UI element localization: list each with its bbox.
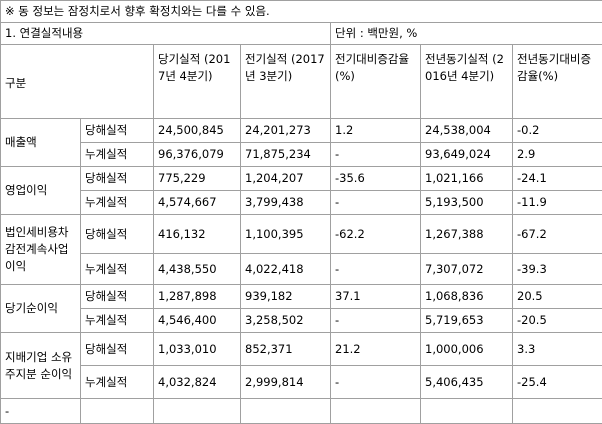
empty-cell <box>331 399 421 424</box>
row-group-label: 영업이익 <box>1 167 81 215</box>
value-cell: -11.9 <box>513 191 602 215</box>
value-cell: 1.2 <box>331 119 421 143</box>
value-cell: - <box>331 309 421 333</box>
unit: 단위 : 백만원, % <box>331 23 602 45</box>
row-label: 당해실적 <box>81 215 154 254</box>
value-cell: 1,287,898 <box>154 285 241 309</box>
row-group-label: 법인세비용차감전계속사업이익 <box>1 215 81 285</box>
value-cell: 1,021,166 <box>421 167 513 191</box>
row-label: 당해실적 <box>81 333 154 366</box>
value-cell: 416,132 <box>154 215 241 254</box>
value-cell: 5,719,653 <box>421 309 513 333</box>
value-cell: 4,546,400 <box>154 309 241 333</box>
value-cell: 24,500,845 <box>154 119 241 143</box>
value-cell: 4,022,418 <box>241 254 331 285</box>
value-cell: 1,267,388 <box>421 215 513 254</box>
row-label: 누계실적 <box>81 309 154 333</box>
column-header: 전기실적 (2017년 3분기) <box>241 45 331 119</box>
value-cell: 21.2 <box>331 333 421 366</box>
value-cell: - <box>331 191 421 215</box>
value-cell: 96,376,079 <box>154 143 241 167</box>
value-cell: 3,258,502 <box>241 309 331 333</box>
row-label: 누계실적 <box>81 254 154 285</box>
value-cell: 1,068,836 <box>421 285 513 309</box>
value-cell: 24,538,004 <box>421 119 513 143</box>
value-cell: - <box>331 254 421 285</box>
value-cell: 939,182 <box>241 285 331 309</box>
value-cell: -67.2 <box>513 215 602 254</box>
row-group-label: 매출액 <box>1 119 81 167</box>
column-header: 전기대비증감율(%) <box>331 45 421 119</box>
value-cell: 1,000,006 <box>421 333 513 366</box>
row-label: 누계실적 <box>81 191 154 215</box>
value-cell: -25.4 <box>513 366 602 399</box>
value-cell: 1,100,395 <box>241 215 331 254</box>
value-cell: 2,999,814 <box>241 366 331 399</box>
value-cell: 1,033,010 <box>154 333 241 366</box>
value-cell: -24.1 <box>513 167 602 191</box>
empty-cell <box>241 399 331 424</box>
value-cell: -0.2 <box>513 119 602 143</box>
row-group-label: 지배기업 소유주지분 순이익 <box>1 333 81 399</box>
value-cell: 37.1 <box>331 285 421 309</box>
value-cell: 4,438,550 <box>154 254 241 285</box>
value-cell: 5,193,500 <box>421 191 513 215</box>
value-cell: 775,229 <box>154 167 241 191</box>
value-cell: 1,204,207 <box>241 167 331 191</box>
value-cell: - <box>331 143 421 167</box>
value-cell: 7,307,072 <box>421 254 513 285</box>
value-cell: -20.5 <box>513 309 602 333</box>
row-label: - <box>1 399 81 424</box>
column-header: 전년동기실적 (2016년 4분기) <box>421 45 513 119</box>
value-cell: 24,201,273 <box>241 119 331 143</box>
value-cell: 20.5 <box>513 285 602 309</box>
value-cell: 93,649,024 <box>421 143 513 167</box>
empty-cell <box>81 399 154 424</box>
value-cell: 4,032,824 <box>154 366 241 399</box>
note: ※ 동 정보는 잠정치로서 향후 확정치와는 다를 수 있음. <box>1 1 602 23</box>
column-header: 구분 <box>1 45 154 119</box>
row-label: 누계실적 <box>81 366 154 399</box>
table-row: - <box>1 399 602 424</box>
value-cell: 3.3 <box>513 333 602 366</box>
section-title: 1. 연결실적내용 <box>1 23 331 45</box>
value-cell: - <box>331 366 421 399</box>
value-cell: 2.9 <box>513 143 602 167</box>
row-group-label: 당기순이익 <box>1 285 81 333</box>
value-cell: 71,875,234 <box>241 143 331 167</box>
value-cell: 5,406,435 <box>421 366 513 399</box>
column-header: 당기실적 (2017년 4분기) <box>154 45 241 119</box>
empty-cell <box>513 399 602 424</box>
empty-cell <box>154 399 241 424</box>
value-cell: 3,799,438 <box>241 191 331 215</box>
value-cell: -62.2 <box>331 215 421 254</box>
empty-cell <box>421 399 513 424</box>
row-label: 당해실적 <box>81 167 154 191</box>
value-cell: 852,371 <box>241 333 331 366</box>
row-label: 누계실적 <box>81 143 154 167</box>
row-label: 당해실적 <box>81 119 154 143</box>
value-cell: -35.6 <box>331 167 421 191</box>
row-label: 당해실적 <box>81 285 154 309</box>
value-cell: 4,574,667 <box>154 191 241 215</box>
value-cell: -39.3 <box>513 254 602 285</box>
column-header: 전년동기대비증감율(%) <box>513 45 602 119</box>
